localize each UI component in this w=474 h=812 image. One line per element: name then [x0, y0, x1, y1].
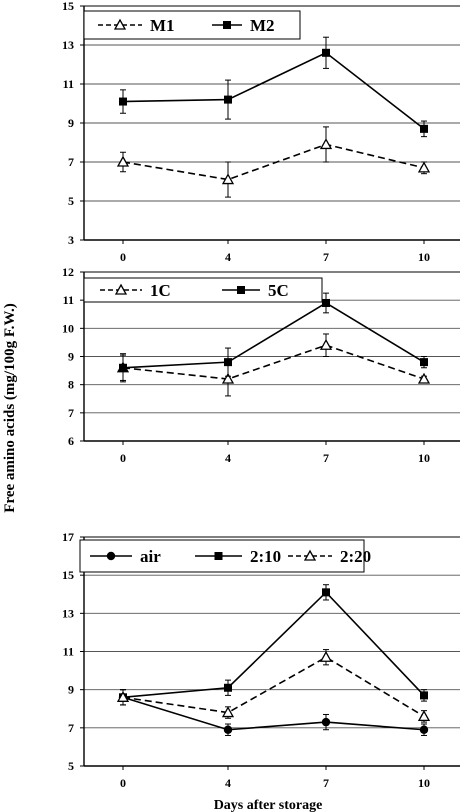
x-tick-label: 0: [120, 250, 126, 264]
series-line: [122, 302, 425, 369]
y-tick-label: 5: [68, 759, 74, 773]
data-point: [114, 283, 128, 295]
data-point: [237, 286, 245, 294]
y-tick-label: 7: [68, 406, 74, 420]
series-M2: [119, 36, 428, 138]
legend-label: M1: [150, 16, 175, 35]
legend-label: 1C: [150, 281, 171, 300]
legend: 1C 5C: [83, 277, 323, 303]
series-line: [122, 591, 425, 699]
data-point: [221, 706, 235, 718]
y-tick-label: 6: [68, 434, 74, 448]
legend-label: M2: [250, 16, 275, 35]
y-tick-label: 5: [68, 194, 74, 208]
series-5C: [119, 292, 428, 381]
y-tick-label: 11: [63, 645, 74, 659]
chart-panel-1: 15 13 11 9 7 5 3 0 4 7 10 M1 M2: [62, 0, 460, 264]
data-point: [417, 372, 431, 384]
legend-label: 2:20: [340, 547, 371, 566]
data-point: [119, 363, 127, 372]
x-tick-label: 10: [418, 451, 430, 465]
legend: M1 M2: [83, 10, 301, 40]
chart-panel-2: 12 11 10 9 8 7 6 0 4 7 10 1C 5C: [62, 265, 460, 465]
data-point: [322, 588, 330, 597]
data-point: [303, 549, 317, 561]
y-axis-label: Free amino acids (mg/100g F.W.): [2, 303, 18, 512]
data-point: [420, 358, 428, 367]
x-tick-label: 0: [120, 776, 126, 790]
y-tick-label: 12: [62, 265, 74, 279]
data-point: [223, 725, 233, 734]
x-axis-label: Days after storage: [214, 798, 323, 812]
y-tick-label: 13: [62, 38, 74, 52]
legend: air 2:10 2:20: [79, 539, 371, 573]
y-tick-label: 15: [62, 0, 74, 13]
x-tick-label: 0: [120, 451, 126, 465]
data-point: [221, 173, 235, 185]
data-point: [223, 21, 231, 29]
series-line: [122, 696, 425, 731]
y-tick-label: 9: [68, 350, 74, 364]
y-tick-label: 8: [68, 378, 74, 392]
data-point: [224, 683, 232, 692]
y-tick-label: 15: [62, 568, 74, 582]
y-tick-label: 7: [68, 721, 74, 735]
data-point: [322, 298, 330, 307]
series-line: [122, 51, 425, 130]
data-point: [119, 97, 127, 106]
x-tick-label: 4: [225, 250, 231, 264]
legend-label: 5C: [268, 281, 289, 300]
data-point: [420, 124, 428, 133]
series-line: [122, 656, 425, 718]
legend-label: air: [140, 547, 161, 566]
data-point: [419, 725, 429, 734]
data-point: [417, 161, 431, 173]
x-tick-label: 4: [225, 451, 231, 465]
data-point: [224, 95, 232, 104]
y-tick-label: 17: [62, 530, 74, 544]
data-point: [321, 717, 331, 727]
y-tick-label: 7: [68, 155, 74, 169]
data-point: [214, 552, 223, 560]
x-tick-label: 7: [323, 250, 329, 264]
data-point: [322, 48, 330, 57]
data-point: [106, 551, 116, 561]
data-point: [116, 690, 130, 702]
series-air: [118, 689, 429, 736]
chart-panel-3: 17 15 13 11 9 7 5 0 4 7 10 air 2:10 2:20: [62, 530, 460, 790]
series-2-20: [116, 649, 431, 723]
legend-label: 2:10: [250, 547, 281, 566]
y-tick-label: 9: [68, 683, 74, 697]
x-tick-label: 7: [323, 451, 329, 465]
data-point: [116, 155, 130, 167]
data-point: [224, 358, 232, 367]
data-point: [221, 372, 235, 384]
y-tick-label: 11: [63, 293, 74, 307]
data-point: [417, 710, 431, 722]
x-tick-label: 10: [418, 250, 430, 264]
series-line: [122, 143, 425, 181]
data-point: [319, 338, 333, 350]
x-tick-label: 10: [418, 776, 430, 790]
y-tick-label: 11: [63, 77, 74, 91]
y-tick-label: 13: [62, 606, 74, 620]
series-M1: [116, 126, 431, 198]
chart-panels: 15 13 11 9 7 5 3 0 4 7 10 M1 M2 12 11 10 9 8 7 6 0 4 7 10 1C 5C 17…: [62, 0, 460, 790]
y-tick-label: 3: [68, 233, 74, 247]
data-point: [420, 691, 428, 700]
x-tick-label: 7: [323, 776, 329, 790]
x-tick-label: 4: [225, 776, 231, 790]
data-point: [319, 138, 333, 150]
y-tick-label: 9: [68, 116, 74, 130]
series-line: [122, 344, 425, 380]
y-tick-label: 10: [62, 321, 74, 335]
data-point: [319, 650, 333, 662]
data-point: [113, 18, 127, 30]
